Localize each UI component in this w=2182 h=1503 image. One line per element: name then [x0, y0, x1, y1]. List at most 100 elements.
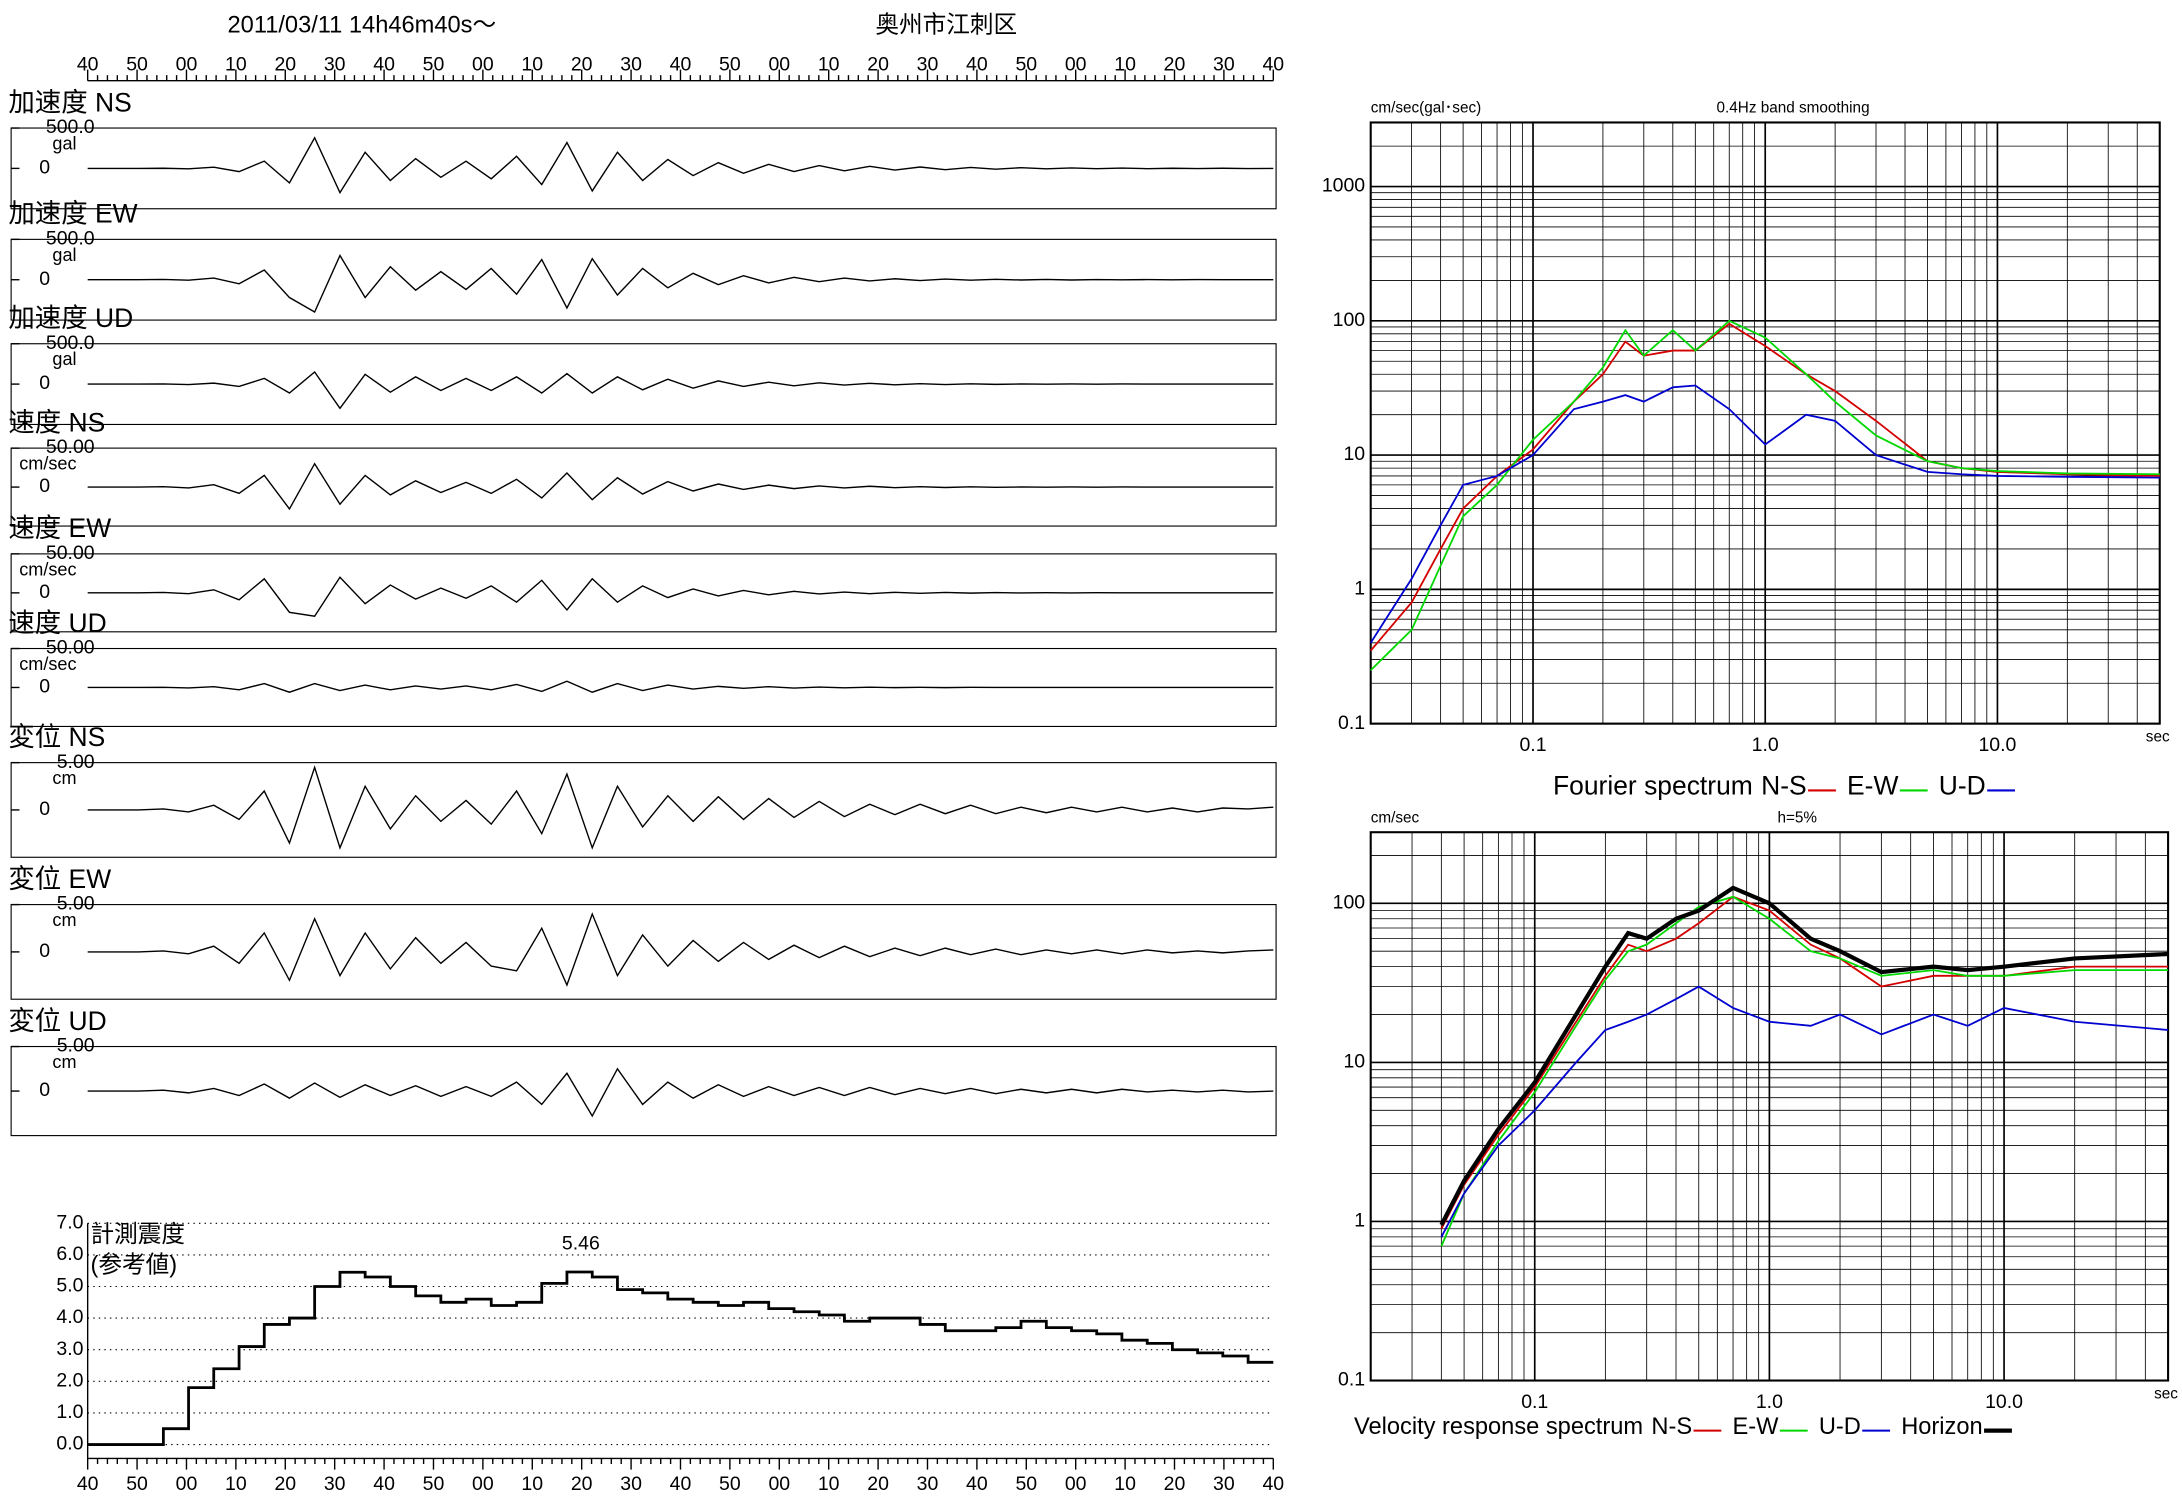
time-label: 10	[818, 1473, 840, 1495]
y-axis-label: cm/sec(gal･sec)	[1371, 100, 1481, 117]
annotation: 5.46	[562, 1232, 600, 1254]
intensity-line	[87, 1270, 1274, 1446]
y-tick-label: 0	[39, 157, 50, 179]
legend-label: Horizon	[1901, 1414, 1982, 1440]
time-label: 10	[521, 54, 543, 76]
waveform-trace	[87, 462, 1274, 511]
y-tick-label: 0	[39, 372, 50, 394]
y-tick-label: 0	[39, 940, 50, 962]
time-label: 40	[1262, 54, 1284, 76]
time-label: 40	[966, 54, 988, 76]
y-axis-label: 計測震度	[90, 1221, 185, 1248]
waveform-trace	[87, 1067, 1274, 1118]
y-tick-label: 0	[39, 475, 50, 497]
waveform-trace	[87, 912, 1274, 987]
y-tick-label: 50.00	[46, 436, 95, 458]
subtitle: 0.4Hz band smoothing	[1717, 100, 1870, 117]
time-label: 30	[324, 54, 346, 76]
time-label: 50	[1015, 54, 1037, 76]
y-tick-label: 0	[39, 798, 50, 820]
y-tick-label: 50.00	[46, 542, 95, 564]
spectrum-line	[1439, 885, 2169, 1226]
time-label: 10	[818, 54, 840, 76]
time-label: 50	[423, 1473, 445, 1495]
time-label: 40	[77, 1473, 99, 1495]
time-label: 10	[225, 54, 247, 76]
x-tick-label: 10.0	[1985, 1391, 2023, 1413]
y-tick-label: 3.0	[56, 1338, 83, 1360]
panel-label: 変位 UD	[8, 1006, 106, 1036]
time-label: 20	[1164, 54, 1186, 76]
waveform-trace	[87, 576, 1274, 617]
y-tick-label: 0	[39, 676, 50, 698]
y-tick-label: 0	[39, 1079, 50, 1101]
subtitle: h=5%	[1777, 809, 1817, 826]
waveform-trace	[87, 370, 1274, 410]
time-label: 10	[1114, 1473, 1136, 1495]
y-tick-label: 10	[1343, 1051, 1365, 1073]
time-label: 30	[917, 1473, 939, 1495]
time-label: 30	[620, 1473, 642, 1495]
x-tick-label: 10.0	[1978, 734, 2016, 756]
time-label: 00	[1065, 1473, 1087, 1495]
time-label: 20	[1164, 1473, 1186, 1495]
y-tick-label: 0.0	[56, 1433, 83, 1455]
unit: gal	[52, 349, 76, 369]
time-label: 20	[274, 1473, 296, 1495]
x-unit: sec	[2146, 729, 2170, 746]
unit: cm/sec	[19, 654, 76, 674]
waveform-trace	[87, 680, 1274, 693]
y-tick-label: 0.1	[1338, 712, 1365, 734]
y-tick-label: 100	[1333, 309, 1366, 331]
spectrum-line	[1440, 895, 2169, 1230]
time-label: 30	[620, 54, 642, 76]
panel-label: 加速度 EW	[8, 199, 137, 229]
y-tick-label: 100	[1333, 891, 1366, 913]
chart-title: 2011/03/11 14h46m40s〜	[228, 13, 497, 39]
time-label: 50	[423, 54, 445, 76]
time-label: 40	[1262, 1473, 1284, 1495]
time-label: 00	[1065, 54, 1087, 76]
y-tick-label: 2.0	[56, 1369, 83, 1391]
panel-label: 変位 NS	[8, 722, 105, 752]
spectrum-line	[1370, 319, 2160, 671]
unit: gal	[52, 245, 76, 265]
x-tick-label: 0.1	[1521, 1391, 1548, 1413]
x-tick-label: 1.0	[1756, 1391, 1783, 1413]
time-label: 50	[1015, 1473, 1037, 1495]
spectrum-line	[1440, 985, 2169, 1238]
time-label: 50	[126, 54, 148, 76]
time-label: 50	[719, 1473, 741, 1495]
time-label: 30	[917, 54, 939, 76]
y-tick-label: 4.0	[56, 1306, 83, 1328]
waveform-trace	[87, 254, 1274, 313]
time-label: 40	[966, 1473, 988, 1495]
y-tick-label: 6.0	[56, 1243, 83, 1265]
time-label: 00	[472, 54, 494, 76]
y-tick-label: 5.00	[57, 751, 95, 773]
unit: gal	[52, 134, 76, 154]
time-label: 40	[77, 54, 99, 76]
legend-label: N-S	[1761, 771, 1807, 801]
time-label: 20	[867, 1473, 889, 1495]
time-label: 50	[126, 1473, 148, 1495]
waveform-trace	[87, 136, 1274, 195]
legend-title: Velocity response spectrum	[1354, 1414, 1643, 1440]
legend-label: E-W	[1733, 1414, 1780, 1440]
time-label: 40	[373, 1473, 395, 1495]
y-axis-label: (参考値)	[90, 1252, 177, 1279]
unit: cm	[52, 910, 76, 930]
y-tick-label: 5.00	[57, 893, 95, 915]
y-tick-label: 0.1	[1338, 1369, 1365, 1391]
legend-title: Fourier spectrum	[1553, 771, 1753, 801]
y-tick-label: 7.0	[56, 1211, 83, 1233]
y-tick-label: 1.0	[56, 1401, 83, 1423]
time-label: 10	[1114, 54, 1136, 76]
unit: cm/sec	[19, 454, 76, 474]
y-tick-label: 0	[39, 268, 50, 290]
legend-label: U-D	[1939, 771, 1986, 801]
time-label: 50	[719, 54, 741, 76]
spectrum-line	[1440, 895, 2169, 1247]
panel-label: 速度 NS	[8, 407, 105, 437]
